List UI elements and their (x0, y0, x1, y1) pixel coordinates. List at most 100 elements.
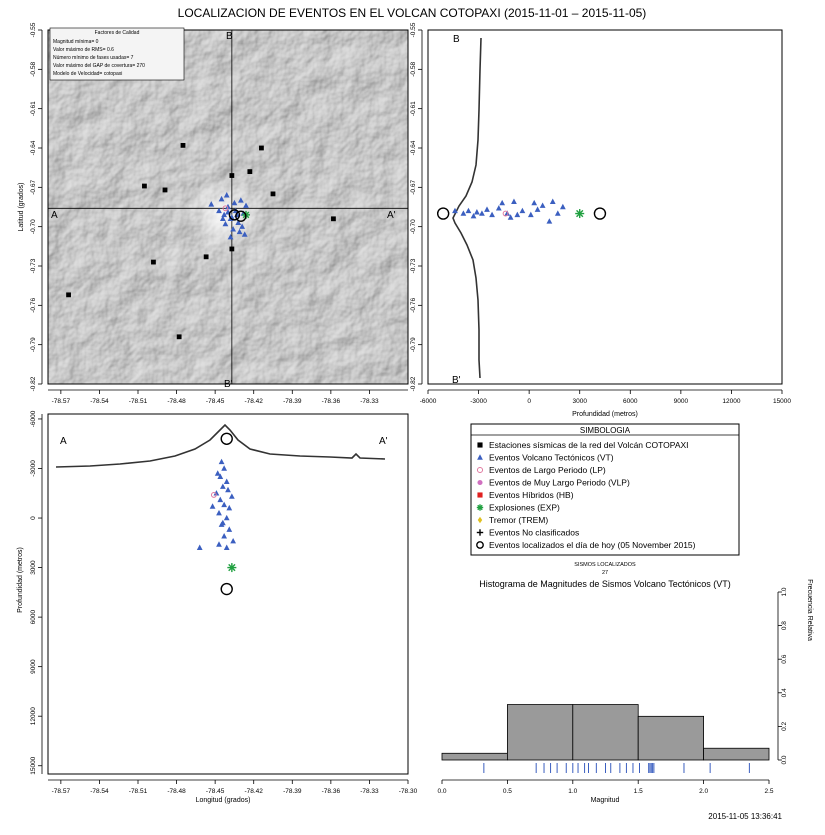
section-label-b: B (226, 31, 233, 42)
vt-event (216, 509, 222, 516)
legend-symbol (476, 504, 484, 511)
y-tick-label: -0.76 (30, 298, 37, 313)
station-marker (229, 173, 235, 178)
vt-event (214, 470, 221, 476)
section-b-xlabel: Profundidad (metros) (572, 411, 638, 418)
section-b-prime-label: B' (452, 375, 461, 386)
exp-event (227, 563, 237, 573)
x-tick-label: -78.51 (129, 398, 148, 405)
vt-event (549, 198, 556, 204)
map-axes: -78.57 -78.54 -78.51 -78.48 -78.45 -78.42 -78.… (30, 22, 408, 405)
x-tick-label: 2.0 (699, 788, 708, 795)
today-event (436, 207, 450, 220)
map-frame (47, 29, 409, 385)
y-tick-label: 12000 (30, 707, 37, 725)
y-tick-label: -0.61 (30, 101, 37, 116)
legend-item: Eventos No clasificados (476, 528, 579, 538)
section-a-ylabel: Profundidad (metros) (17, 547, 24, 613)
legend-symbol (476, 529, 484, 536)
y-tick-label: -0.55 (30, 22, 37, 37)
legend-label: Tremor (TREM) (489, 515, 548, 525)
vt-event (236, 228, 243, 235)
vt-event (531, 199, 538, 206)
legend-item: Estaciones sísmicas de la red del Volcán… (477, 440, 689, 450)
station-marker (162, 187, 168, 193)
legend-title: SIMBOLOGIA (580, 426, 631, 435)
x-tick-label: 12000 (722, 398, 740, 405)
vt-event (225, 486, 231, 493)
vt-event (208, 201, 215, 207)
x-tick-label: 1.0 (568, 788, 577, 795)
y-tick-label: -6000 (30, 410, 37, 427)
vt-event (546, 218, 553, 224)
x-tick-label: 3000 (572, 398, 587, 405)
station-marker (331, 216, 336, 222)
legend-label: Explosiones (EXP) (489, 503, 560, 513)
vt-event (221, 465, 228, 471)
y-tick-label: -0.79 (410, 337, 417, 352)
vt-event (221, 501, 228, 508)
y-tick-label: -0.73 (410, 258, 417, 273)
y-tick-label: -0.67 (30, 180, 37, 195)
y-tick-label: 0.2 (781, 722, 788, 731)
quality-line: Modelo de Velocidad= cotopaxi (53, 71, 122, 77)
x-tick-label: -78.45 (206, 398, 225, 405)
section-a-marks (196, 432, 237, 596)
quality-line: Magnitud mínima= 0 (53, 39, 99, 45)
vt-event (489, 211, 495, 218)
x-tick-label: -78.42 (244, 788, 263, 795)
section-label-a-prime: A' (387, 210, 396, 221)
vt-event (511, 198, 517, 204)
histogram-xlabel: Magnitud (591, 797, 620, 804)
vt-event (217, 473, 224, 479)
histogram-axes: 0.0 0.5 1.0 1.5 2.0 2.5 0.0 0.2 0.4 0.6 0.8 1.0 (437, 587, 788, 795)
x-tick-label: 15000 (773, 398, 791, 405)
y-tick-label: 0.4 (781, 688, 788, 697)
vt-event (241, 231, 248, 237)
station-marker (142, 183, 147, 189)
y-tick-label: -0.58 (30, 62, 37, 77)
page-title: LOCALIZACION DE EVENTOS EN EL VOLCAN COT… (178, 6, 647, 20)
section-b-frame (427, 29, 783, 385)
vt-event (230, 537, 237, 544)
vt-event (221, 211, 228, 218)
vt-event (237, 197, 244, 203)
y-tick-label: 1.0 (781, 587, 788, 596)
legend: SIMBOLOGIA Estaciones sísmicas de la red… (470, 423, 740, 556)
vt-event (554, 210, 561, 216)
section-a-xlabel: Longitud (grados) (196, 797, 251, 804)
vt-event (495, 205, 502, 211)
y-tick-label: 0.6 (781, 654, 788, 663)
x-tick-label: 0.5 (503, 788, 512, 795)
y-tick-label: -0.67 (410, 180, 417, 195)
vt-event (223, 514, 230, 521)
legend-symbol (477, 442, 483, 448)
x-tick-label: -78.51 (129, 788, 148, 795)
x-tick-label: -78.48 (167, 398, 186, 405)
legend-label: Eventos de Muy Largo Periodo (VLP) (489, 478, 630, 488)
vt-event (219, 519, 226, 526)
section-b-label: B (453, 34, 460, 45)
legend-label: Eventos No clasificados (489, 528, 579, 538)
station-marker (151, 259, 156, 265)
x-tick-label: -78.54 (90, 788, 109, 795)
x-tick-label: -78.33 (360, 398, 379, 405)
vt-event (221, 533, 228, 539)
section-a-panel: A A' -78.57 -78.54 -78.51 -78.48 -78.45 -78.4… (17, 410, 418, 804)
vt-event (218, 458, 225, 465)
y-tick-label: 3000 (30, 560, 37, 575)
vt-event (219, 215, 226, 222)
vt-event (470, 212, 477, 219)
vt-event (504, 210, 511, 216)
quality-line: Valor máximo del GAP de covertura= 270 (53, 63, 145, 69)
quality-line: Número mínimo de fases usadas= 7 (53, 55, 134, 61)
map-panel: -78.57 -78.54 -78.51 -78.48 -78.45 -78.42 -78.… (18, 22, 409, 405)
vt-event (460, 210, 467, 216)
vt-event (452, 207, 458, 214)
vt-event (228, 493, 235, 499)
topography-profile-a (55, 423, 386, 468)
vt-event (216, 541, 222, 547)
vt-event (223, 544, 230, 551)
y-tick-label: -0.61 (410, 101, 417, 116)
histogram-bar (637, 715, 705, 761)
